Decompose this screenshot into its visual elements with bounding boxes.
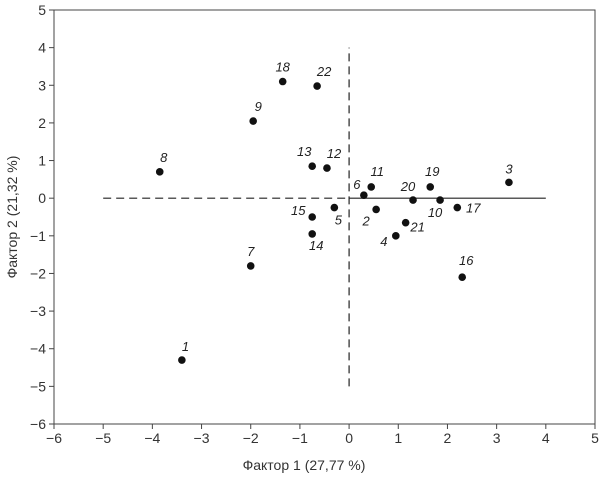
x-axis-ticks: −6 −5 −4 −3 −2 −1 0 1 2 3 4 5 (46, 424, 599, 446)
data-point-15 (308, 213, 317, 221)
point-label-8: 8 (160, 150, 168, 165)
point-label-14: 14 (309, 238, 323, 253)
data-point-4 (392, 232, 400, 240)
point-label-19: 19 (425, 164, 439, 179)
y-tick-label: 4 (38, 40, 46, 56)
y-tick-label: −6 (30, 416, 46, 432)
point-label-10: 10 (428, 205, 443, 220)
data-point-6 (360, 191, 368, 199)
point-label-4: 4 (380, 234, 387, 249)
zero-reference-lines (103, 47, 546, 387)
plot-frame (53, 9, 596, 425)
y-tick-label: −4 (30, 341, 46, 357)
data-point-16 (458, 273, 467, 282)
data-point-9 (249, 117, 257, 125)
x-tick-label: 0 (345, 430, 353, 446)
y-tick-label: 5 (38, 2, 46, 18)
x-tick-label: −5 (95, 430, 111, 446)
data-point-2 (372, 205, 380, 214)
y-axis-ticks: 5 4 3 2 1 0 −1 −2 −3 −4 −5 −6 (30, 2, 54, 432)
y-tick-label: −5 (30, 378, 46, 394)
point-label-20: 20 (400, 179, 416, 194)
y-tick-label: 2 (38, 115, 46, 131)
point-label-18: 18 (275, 60, 290, 75)
data-point-5 (330, 203, 339, 212)
point-label-16: 16 (459, 253, 474, 268)
data-point-20 (409, 196, 417, 204)
point-label-7: 7 (247, 244, 255, 259)
data-point-17 (453, 203, 462, 212)
x-axis-title: Фактор 1 (27,77 %) (243, 457, 366, 473)
y-tick-label: 1 (38, 153, 46, 169)
data-point-8 (155, 168, 164, 176)
data-point-3 (505, 178, 513, 187)
point-label-11: 11 (370, 164, 384, 179)
point-label-15: 15 (291, 203, 306, 218)
x-tick-label: 5 (591, 430, 599, 446)
point-label-3: 3 (505, 161, 513, 176)
data-point-19 (426, 183, 435, 191)
point-label-13: 13 (297, 144, 312, 159)
x-tick-label: −6 (46, 430, 62, 446)
point-label-1: 1 (182, 339, 189, 354)
x-tick-label: 4 (542, 430, 550, 446)
point-label-2: 2 (362, 213, 371, 228)
data-point-7 (246, 262, 255, 270)
x-tick-label: −1 (292, 430, 308, 446)
point-label-21: 21 (409, 220, 424, 235)
point-label-17: 17 (466, 201, 481, 216)
data-point-13 (308, 162, 317, 170)
y-tick-label: −2 (30, 265, 46, 281)
point-label-12: 12 (327, 146, 342, 161)
x-tick-label: −3 (194, 430, 210, 446)
data-point-14 (308, 230, 317, 238)
y-axis-title: Фактор 2 (21,32 %) (4, 156, 20, 279)
point-label-6: 6 (353, 177, 361, 192)
x-tick-label: −4 (144, 430, 160, 446)
data-point-1 (178, 356, 186, 364)
data-point-11 (367, 183, 376, 191)
y-tick-label: 3 (38, 77, 46, 93)
y-tick-label: −3 (30, 303, 46, 319)
y-tick-label: −1 (30, 228, 46, 244)
x-tick-label: 3 (493, 430, 501, 446)
data-point-10 (436, 196, 444, 204)
data-point-22 (313, 82, 321, 90)
x-tick-label: 1 (394, 430, 402, 446)
data-point-21 (401, 218, 410, 227)
data-point-18 (278, 77, 287, 86)
y-tick-label: 0 (38, 190, 46, 206)
point-label-22: 22 (316, 64, 332, 79)
x-tick-label: −2 (243, 430, 259, 446)
point-label-9: 9 (255, 99, 262, 114)
point-label-5: 5 (335, 213, 343, 228)
data-point-12 (323, 164, 331, 172)
x-tick-label: 2 (444, 430, 452, 446)
